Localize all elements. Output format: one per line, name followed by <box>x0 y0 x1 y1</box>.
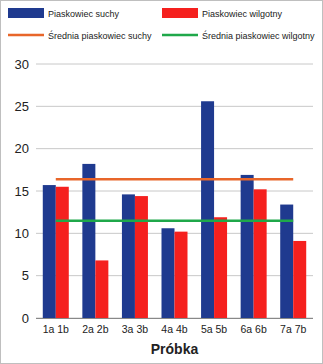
y-tick-label: 10 <box>15 226 29 241</box>
legend-label: Piaskowiec suchy <box>48 9 120 19</box>
y-tick-label: 20 <box>15 141 29 156</box>
bar <box>254 189 267 318</box>
mean-line <box>56 178 293 181</box>
legend-label: Średnia piaskowiec wilgotny <box>202 30 315 41</box>
legend-swatch <box>162 8 198 18</box>
y-tick-label: 15 <box>15 184 29 199</box>
bar <box>241 175 254 318</box>
bar <box>135 196 148 318</box>
x-axis <box>36 318 313 319</box>
x-tick-label: 6a 6b <box>241 323 267 335</box>
mean-line <box>56 219 293 222</box>
legend-swatch <box>8 8 44 18</box>
chart: 0 5 10 15 20 25 30 1a 1b 2a 2b 3a 3b 4a 4b 5a 5b 6a … <box>0 0 323 364</box>
bar <box>43 185 56 318</box>
legend-label: Piaskowiec wilgotny <box>202 9 283 19</box>
legend-label: Średnia piaskowiec suchy <box>48 30 152 41</box>
bar <box>201 101 214 318</box>
plot-area <box>43 101 306 318</box>
frame <box>1 1 323 364</box>
grid-line <box>36 64 313 65</box>
grid-line <box>36 106 313 107</box>
y-tick-label: 30 <box>15 57 29 72</box>
x-tick-label: 1a 1b <box>43 323 69 335</box>
x-tick-label: 5a 5b <box>201 323 227 335</box>
x-tick-label: 7a 7b <box>280 323 306 335</box>
bar <box>214 217 227 318</box>
legend-swatch <box>162 34 198 37</box>
bar <box>293 241 306 318</box>
grid-line <box>36 191 313 192</box>
y-tick-label: 0 <box>22 311 29 326</box>
x-tick-label: 3a 3b <box>122 323 148 335</box>
x-axis-label: Próbka <box>151 341 199 357</box>
bar <box>162 228 175 318</box>
x-tick-label: 2a 2b <box>82 323 108 335</box>
y-tick-label: 5 <box>22 268 29 283</box>
grid-line <box>36 148 313 149</box>
x-tick-label: 4a 4b <box>161 323 187 335</box>
bar <box>82 164 95 318</box>
legend-swatch <box>8 34 44 37</box>
bar <box>56 187 69 318</box>
bar <box>95 260 108 318</box>
bar <box>122 194 135 318</box>
y-tick-label: 25 <box>15 99 29 114</box>
bar <box>175 232 188 318</box>
